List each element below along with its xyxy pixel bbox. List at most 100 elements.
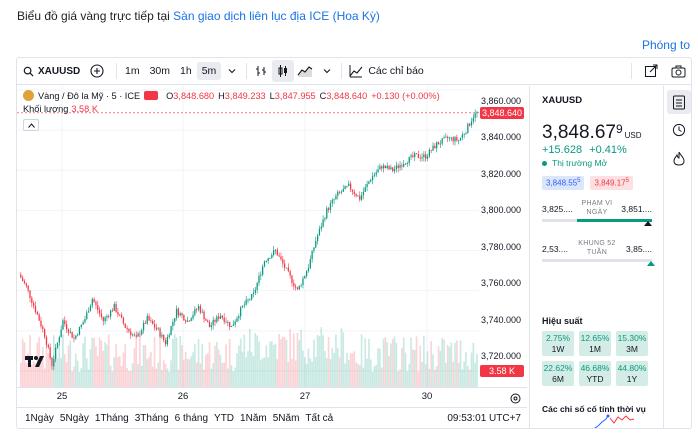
candle-body (346, 185, 348, 187)
collapse-legend-button[interactable] (23, 119, 39, 131)
volume-bar (386, 342, 389, 387)
candle-body (359, 195, 361, 200)
volume-bar (439, 350, 442, 387)
candle-body (291, 275, 293, 284)
toolbar-symbol: XAUUSD (38, 65, 81, 77)
candles-chart-type-button[interactable] (272, 60, 295, 82)
range-1m[interactable]: 1Tháng (94, 413, 129, 424)
chart-pane[interactable]: Vàng / Đô la Mỹ · 5 · ICE O 3,848.680 H 3,… (17, 86, 527, 387)
range-1y[interactable]: 1Năm (240, 413, 267, 424)
volume-bar (434, 369, 436, 387)
volume-bar (155, 368, 158, 387)
volume-bar (139, 335, 141, 387)
volume-bar (21, 338, 24, 387)
news-tab-button[interactable] (667, 118, 691, 142)
snapshot-button[interactable] (667, 60, 689, 82)
candle-body (56, 342, 59, 348)
volume-bar (340, 328, 343, 387)
perf-cell-1y[interactable]: 44.80% 1Y (616, 361, 648, 386)
candle-body (58, 337, 60, 343)
candle-body (179, 313, 181, 316)
range-1d[interactable]: 1Ngày (25, 413, 54, 424)
details-tab-button[interactable] (667, 90, 691, 114)
range-ytd[interactable]: YTD (214, 413, 235, 424)
tradingview-logo[interactable] (25, 354, 45, 373)
legend-h-label: H (218, 90, 225, 101)
timezone-clock[interactable]: 09:53:01 UTC+7 (447, 413, 521, 424)
area-chart-icon (297, 66, 313, 77)
candle-body (157, 328, 159, 330)
candle-body (161, 334, 163, 337)
interval-5m[interactable]: 5m (196, 62, 222, 80)
candle-body (384, 165, 387, 169)
bar-chart-type-button[interactable] (250, 60, 272, 82)
candle-body (188, 320, 191, 322)
range-5d[interactable]: 5Ngày (59, 413, 89, 424)
volume-bar (261, 358, 264, 387)
range-3m[interactable]: 3Tháng (134, 413, 169, 424)
axis-settings-button[interactable] (510, 391, 521, 409)
candle-body (234, 321, 236, 325)
indicators-button[interactable]: Các chỉ báo (345, 64, 427, 78)
candle-body (117, 311, 119, 315)
volume-bar (230, 365, 233, 387)
interval-30m[interactable]: 30m (149, 65, 171, 77)
exchange-link[interactable]: Sàn giao dịch liên lục địa ICE (Hoa Kỳ) (173, 9, 380, 23)
volume-bar (461, 369, 464, 387)
perf-cell-6m[interactable]: 22.62% 6M (542, 361, 574, 386)
candle-body (302, 278, 304, 285)
candle-body (432, 145, 434, 151)
candlestick-chart[interactable] (17, 86, 527, 387)
volume-bar (41, 347, 44, 387)
range-all[interactable]: Tất cả (305, 413, 334, 424)
perf-cell-1w[interactable]: 2.75% 1W (542, 331, 574, 356)
time-axis[interactable]: 25 26 27 30 (17, 387, 527, 405)
volume-bar (214, 345, 216, 387)
candle-body (465, 133, 467, 135)
volume-bar (80, 367, 83, 387)
candle-body (245, 299, 247, 305)
volume-bar (269, 341, 271, 387)
area-chart-type-button[interactable] (294, 60, 316, 82)
symbol-search[interactable]: XAUUSD (17, 66, 87, 77)
candle-body (340, 191, 343, 193)
interval-dropdown-button[interactable] (221, 60, 243, 82)
candle-body (467, 123, 469, 134)
open-fullscreen-button[interactable] (640, 60, 662, 82)
price-tick: 3,800.000 (480, 205, 521, 215)
volume-bar (236, 353, 238, 387)
candle-body (436, 142, 438, 149)
compare-add-button[interactable] (87, 61, 107, 81)
volume-bar (109, 365, 112, 387)
volume-bar (137, 364, 139, 387)
candle-body (95, 302, 97, 306)
status-dot-icon (542, 160, 547, 166)
interval-1h[interactable]: 1h (180, 65, 192, 77)
chart-type-dropdown-button[interactable] (316, 60, 338, 82)
chart-legend: Vàng / Đô la Mỹ · 5 · ICE O 3,848.680 H 3,… (23, 90, 440, 101)
interval-1m[interactable]: 1m (125, 65, 140, 77)
perf-cell-3m[interactable]: 15.30% 3M (616, 331, 648, 356)
volume-bar (151, 366, 154, 387)
volume-bar (234, 367, 237, 387)
volume-bar (62, 334, 64, 387)
perf-cell-ytd[interactable]: 46.68% YTD (579, 361, 611, 386)
volume-bar (205, 354, 207, 387)
candle-body (106, 316, 108, 318)
candle-body (300, 284, 302, 286)
candle-body (289, 271, 291, 276)
range-6m[interactable]: 6 tháng (174, 413, 209, 424)
volume-bar (20, 362, 22, 387)
perf-cell-1m[interactable]: 12.65% 1M (579, 331, 611, 356)
hot-list-tab-button[interactable] (667, 146, 691, 170)
perf-period: 3M (626, 344, 638, 354)
perf-period: 6M (552, 374, 564, 384)
volume-bar (369, 359, 372, 387)
candle-body (104, 317, 106, 322)
volume-bar (351, 353, 354, 387)
candle-body (461, 134, 463, 138)
candle-body (164, 340, 167, 345)
volume-bar (162, 360, 165, 387)
zoom-link[interactable]: Phóng to (641, 38, 690, 52)
range-5y[interactable]: 5Năm (272, 413, 300, 424)
